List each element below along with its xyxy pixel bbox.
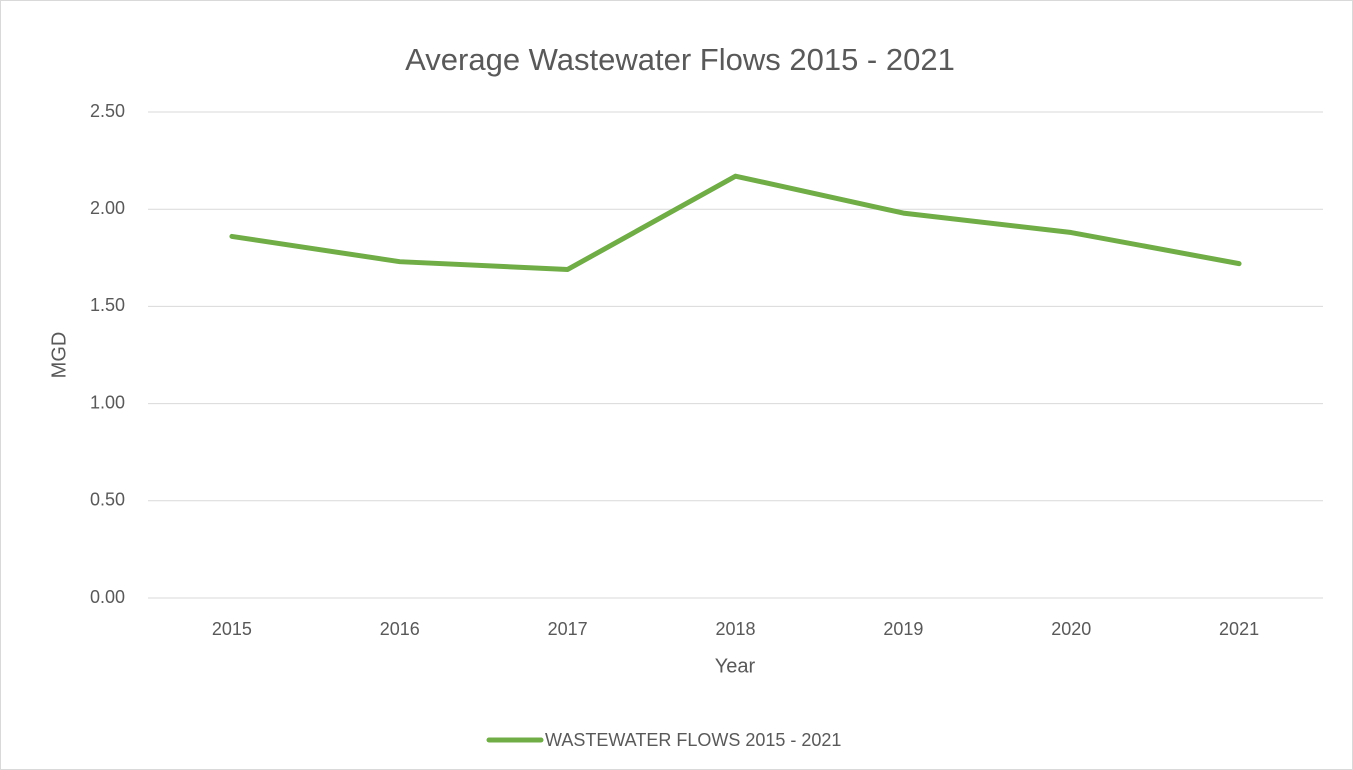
x-tick-label: 2021 — [1219, 619, 1259, 639]
line-series — [229, 173, 1242, 272]
x-tick-label: 2018 — [715, 619, 755, 639]
y-axis-label: MGD — [48, 332, 70, 379]
legend-label: WASTEWATER FLOWS 2015 - 2021 — [545, 730, 841, 750]
x-tick-label: 2020 — [1051, 619, 1091, 639]
x-tick-label: 2017 — [548, 619, 588, 639]
y-tick-label: 0.00 — [90, 587, 125, 607]
x-tick-label: 2019 — [883, 619, 923, 639]
y-tick-label: 2.00 — [90, 198, 125, 218]
y-tick-label: 1.50 — [90, 295, 125, 315]
x-tick-label: 2015 — [212, 619, 252, 639]
y-tick-label: 0.50 — [90, 490, 125, 510]
y-tick-label: 2.50 — [90, 101, 125, 121]
x-tick-label: 2016 — [380, 619, 420, 639]
x-axis-label: Year — [715, 655, 756, 677]
y-tick-label: 1.00 — [90, 392, 125, 412]
chart-title: Average Wastewater Flows 2015 - 2021 — [405, 42, 955, 77]
